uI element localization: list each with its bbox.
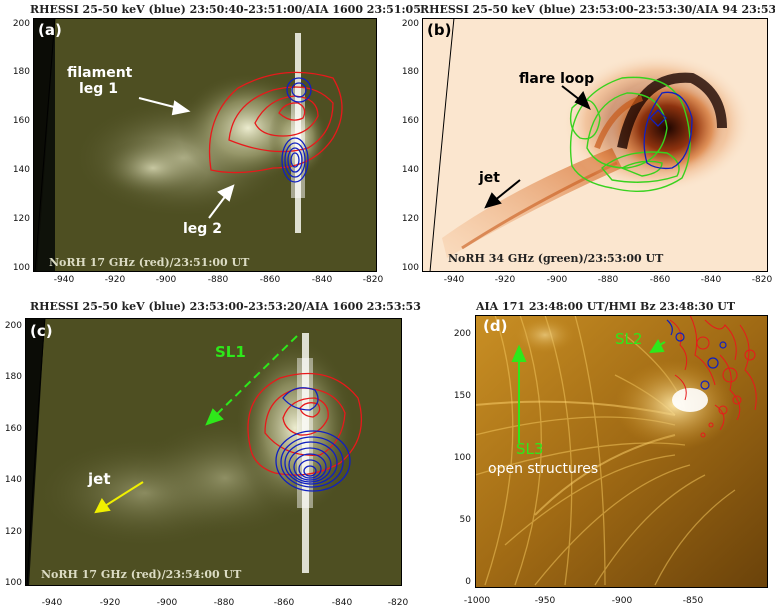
hmi-red-contours (669, 315, 757, 438)
y-tick: 160 (4, 424, 22, 434)
x-tick: -850 (682, 596, 704, 606)
rhessi-blue-contours (281, 77, 312, 183)
x-tick: -880 (207, 275, 229, 285)
y-tick: 50 (459, 515, 471, 525)
y-tick: 140 (4, 475, 22, 485)
x-tick: -860 (259, 275, 281, 285)
arrow-jet-c (94, 481, 144, 514)
arrow-leg1 (138, 97, 191, 116)
y-tick: 100 (12, 263, 30, 273)
label-jet-c: jet (88, 470, 111, 488)
y-tick: 160 (401, 116, 419, 126)
y-tick: 180 (4, 372, 22, 382)
x-tick: -950 (534, 596, 556, 606)
panel-b-image: (b) flare loop jet NoRH 34 GHz (green)/2… (422, 18, 768, 272)
panel-c-bottom-text: NoRH 17 GHz (red)/23:54:00 UT (41, 568, 242, 581)
x-tick: -860 (649, 275, 671, 285)
x-tick: -840 (311, 275, 333, 285)
y-tick: 160 (12, 116, 30, 126)
x-tick: -920 (104, 275, 126, 285)
arrow-sl3 (511, 344, 527, 443)
arrow-sl2 (649, 338, 666, 354)
y-tick: 180 (12, 67, 30, 77)
y-tick: 100 (4, 578, 22, 588)
y-tick: 120 (401, 214, 419, 224)
rhessi-blue-contours-c (275, 387, 351, 492)
x-tick: -900 (611, 596, 633, 606)
panel-a-bottom-text: NoRH 17 GHz (red)/23:51:00 UT (49, 256, 250, 269)
x-tick: -820 (387, 598, 409, 608)
y-tick: 100 (401, 263, 419, 273)
panel-b-bottom-text: NoRH 34 GHz (green)/23:53:00 UT (448, 252, 664, 265)
panel-d-image: (d) SL2 SL3 open structures (475, 315, 768, 588)
arrow-leg2 (208, 184, 235, 219)
panel-a-letter: (a) (38, 21, 62, 39)
label-open-structures: open structures (488, 461, 599, 477)
y-tick: 100 (453, 453, 471, 463)
y-tick: 120 (12, 214, 30, 224)
label-flare-loop: flare loop (519, 71, 595, 87)
y-tick: 200 (12, 19, 30, 29)
panel-a-image: (a) filament leg 1 leg 2 NoRH 17 GHz (re… (33, 18, 377, 272)
x-tick: -940 (41, 598, 63, 608)
y-tick: 120 (4, 527, 22, 537)
x-tick: -900 (155, 275, 177, 285)
panel-c-title: RHESSI 25-50 keV (blue) 23:53:00-23:53:2… (30, 300, 421, 313)
x-tick: -940 (53, 275, 75, 285)
hmi-blue-contours (666, 319, 727, 390)
x-tick: -840 (700, 275, 722, 285)
label-sl2: SL2 (615, 330, 643, 348)
norh-green-contours (569, 76, 691, 193)
x-tick: -820 (362, 275, 384, 285)
y-tick: 180 (401, 67, 419, 77)
x-tick: -920 (494, 275, 516, 285)
y-tick: 200 (453, 329, 471, 339)
x-tick: -820 (751, 275, 773, 285)
y-tick: 140 (12, 165, 30, 175)
y-tick: 200 (4, 321, 22, 331)
panel-a-title: RHESSI 25-50 keV (blue) 23:50:40-23:51:0… (30, 3, 421, 16)
x-tick: -1000 (463, 596, 491, 606)
label-leg1: leg 1 (79, 81, 118, 97)
label-sl1: SL1 (215, 343, 246, 361)
x-tick: -940 (443, 275, 465, 285)
x-tick: -900 (156, 598, 178, 608)
panel-d-title: AIA 171 23:48:00 UT/HMI Bz 23:48:30 UT (476, 300, 736, 313)
arrow-sl1 (205, 335, 298, 426)
panel-c-letter: (c) (30, 322, 53, 340)
panel-c-image: (c) SL1 jet NoRH 17 GHz (red)/23:54:00 U… (25, 318, 402, 586)
label-sl3: SL3 (516, 440, 544, 458)
norh-red-contours (208, 71, 343, 174)
x-tick: -880 (597, 275, 619, 285)
panel-d-letter: (d) (483, 317, 508, 335)
label-leg2: leg 2 (183, 221, 222, 237)
y-tick: 200 (401, 19, 419, 29)
arrow-jet-b (484, 179, 521, 209)
x-tick: -900 (546, 275, 568, 285)
label-jet-b: jet (479, 170, 500, 186)
x-tick: -840 (331, 598, 353, 608)
norh-red-contours-c (247, 372, 362, 476)
y-tick: 150 (453, 391, 471, 401)
panel-b-letter: (b) (427, 21, 452, 39)
panel-b-title: RHESSI 25-50 keV (blue) 23:53:00-23:53:3… (420, 3, 775, 16)
x-tick: -880 (213, 598, 235, 608)
arrow-flare-loop (561, 85, 591, 110)
y-tick: 140 (401, 165, 419, 175)
y-tick: 0 (465, 577, 471, 587)
label-filament: filament (67, 65, 133, 81)
x-tick: -860 (273, 598, 295, 608)
rhessi-blue-contours-b (643, 91, 693, 170)
x-tick: -920 (99, 598, 121, 608)
